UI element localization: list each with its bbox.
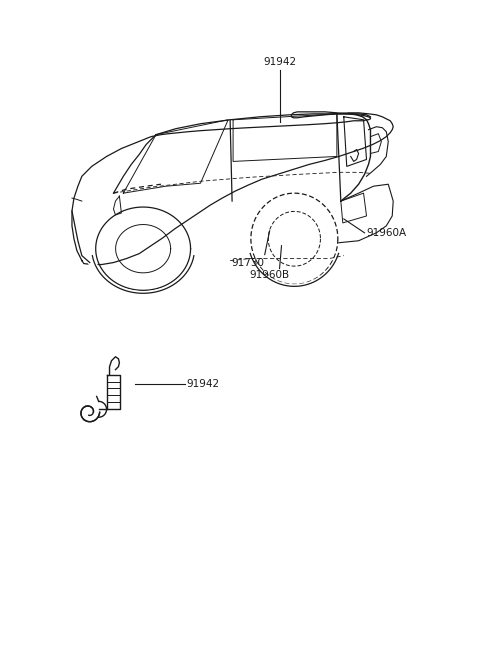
Text: 91730: 91730 xyxy=(231,258,264,267)
Text: 91960A: 91960A xyxy=(367,228,407,238)
Text: 91942: 91942 xyxy=(187,378,220,388)
Text: 91960B: 91960B xyxy=(250,271,290,281)
Text: 91942: 91942 xyxy=(263,57,296,67)
